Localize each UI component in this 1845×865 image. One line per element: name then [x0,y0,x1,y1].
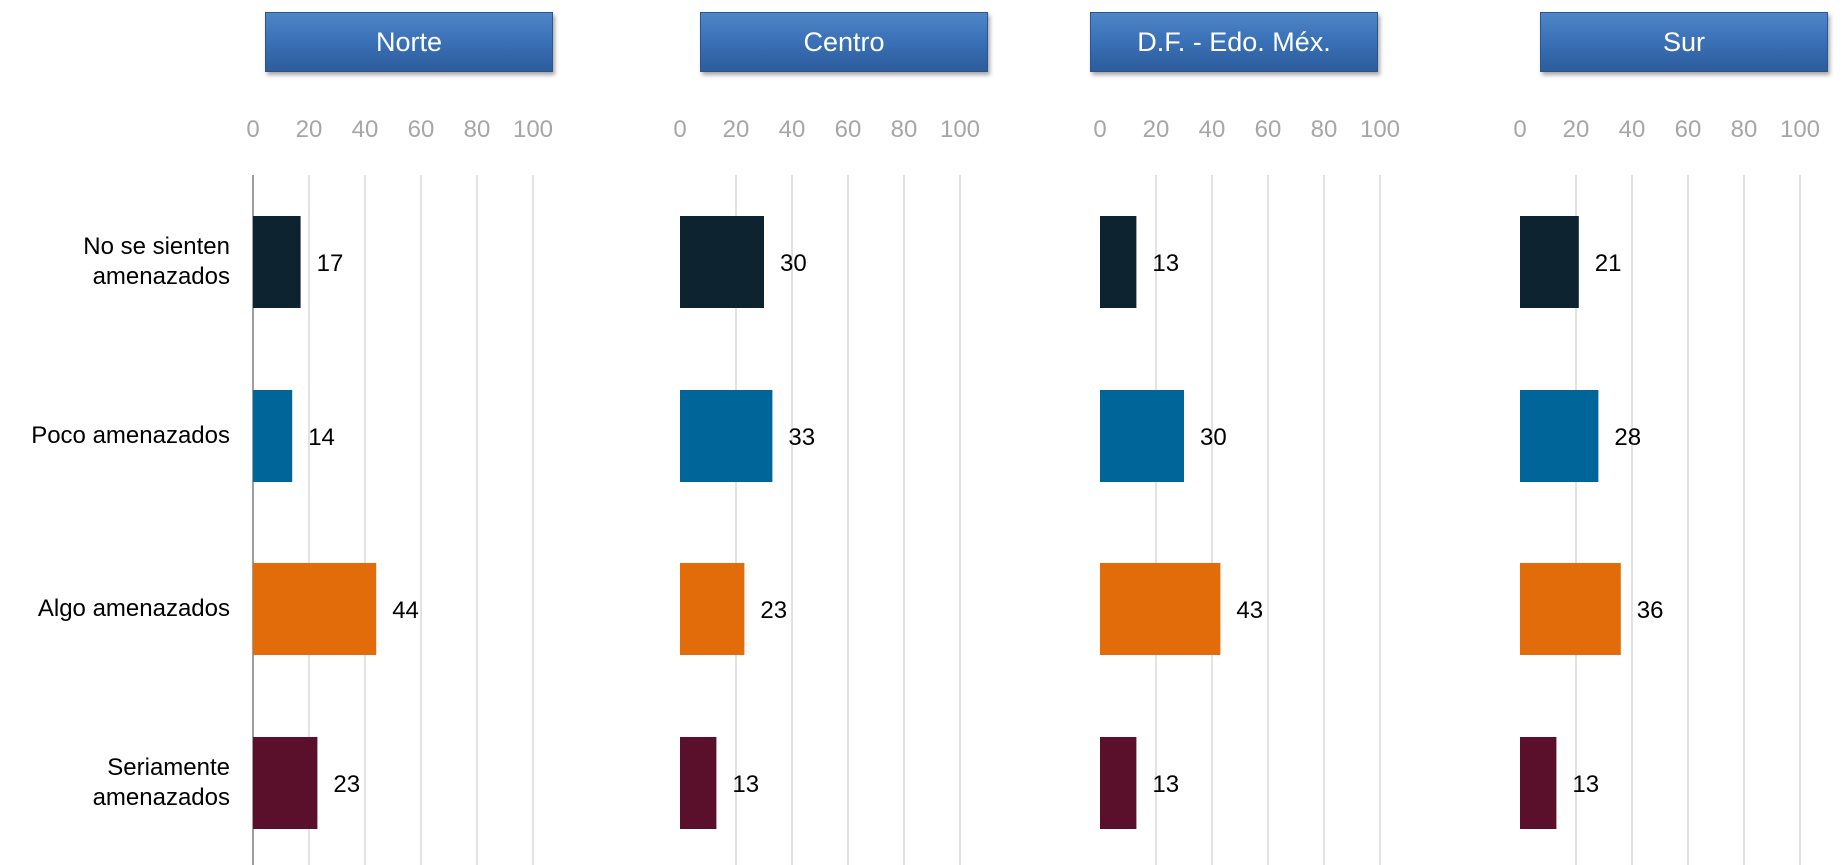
x-tick-label: 40 [1619,116,1646,143]
x-tick-label: 100 [940,116,980,143]
x-tick-label: 80 [464,116,491,143]
x-tick-label: 20 [1563,116,1590,143]
value-label: 28 [1614,424,1641,451]
region-button-centro[interactable]: Centro [700,12,988,72]
x-tick-label: 20 [723,116,750,143]
x-tick-label: 40 [1199,116,1226,143]
x-tick-label: 100 [1360,116,1400,143]
x-tick-label: 20 [1143,116,1170,143]
category-label: Seriamente amenazados [92,754,230,811]
bar [253,563,377,655]
bar [680,563,745,655]
x-tick-label: 40 [779,116,806,143]
value-label: 33 [788,424,815,451]
category-label: Poco amenazados [31,422,230,449]
x-tick-label: 80 [1311,116,1338,143]
x-tick-label: 80 [891,116,918,143]
x-tick-label: 0 [1093,116,1106,143]
bar [1520,563,1621,655]
bar [1100,390,1184,482]
value-label: 23 [760,597,787,624]
value-label: 17 [317,250,344,277]
bar [1520,737,1557,829]
bar [680,390,773,482]
bar [253,390,293,482]
x-tick-label: 60 [408,116,435,143]
x-tick-label: 0 [673,116,686,143]
x-tick-label: 60 [1675,116,1702,143]
x-tick-label: 20 [296,116,323,143]
region-button-sur[interactable]: Sur [1540,12,1828,72]
value-label: 23 [333,771,360,798]
value-label: 13 [1152,771,1179,798]
category-label: No se sienten amenazados [83,233,230,290]
x-tick-label: 100 [513,116,553,143]
value-label: 30 [780,250,807,277]
bar [680,737,717,829]
x-tick-label: 0 [246,116,259,143]
value-label: 13 [1152,250,1179,277]
x-tick-label: 60 [835,116,862,143]
value-label: 30 [1200,424,1227,451]
x-tick-label: 100 [1780,116,1820,143]
bar [1520,390,1599,482]
value-label: 13 [1572,771,1599,798]
value-label: 44 [392,597,419,624]
bar [1100,216,1137,308]
category-label: Algo amenazados [37,595,230,622]
bar [1100,563,1221,655]
bar [680,216,764,308]
x-tick-label: 0 [1513,116,1526,143]
x-tick-label: 60 [1255,116,1282,143]
value-label: 14 [308,424,335,451]
value-label: 21 [1595,250,1622,277]
region-button-df-edo-mex[interactable]: D.F. - Edo. Méx. [1090,12,1378,72]
bar [253,737,318,829]
bar [253,216,301,308]
bar [1100,737,1137,829]
value-label: 43 [1236,597,1263,624]
x-tick-label: 80 [1731,116,1758,143]
x-tick-label: 40 [352,116,379,143]
bar [1520,216,1579,308]
value-label: 13 [732,771,759,798]
value-label: 36 [1637,597,1664,624]
region-button-norte[interactable]: Norte [265,12,553,72]
